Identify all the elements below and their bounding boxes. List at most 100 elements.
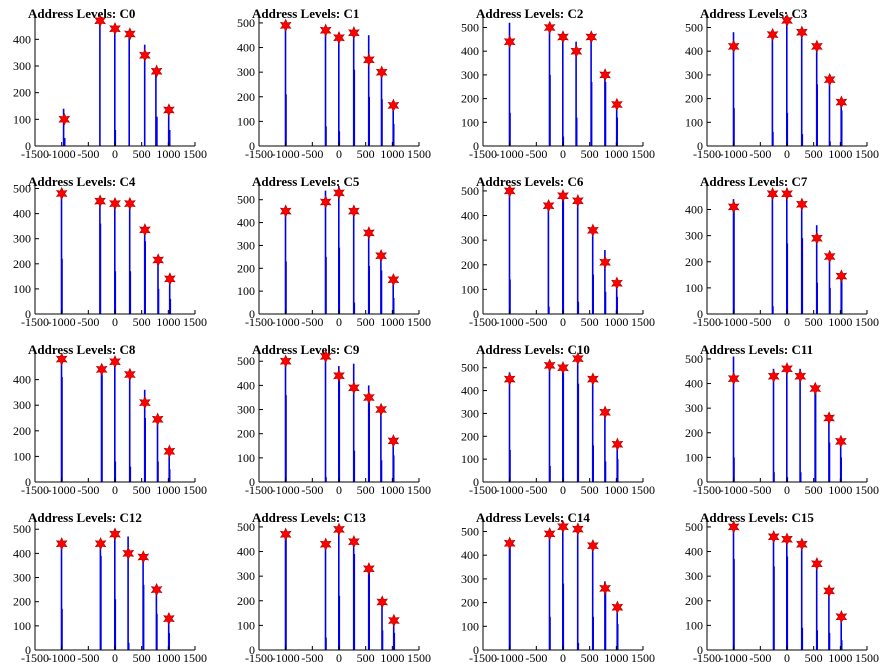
peak-star-marker <box>94 13 106 28</box>
x-tick-label: 0 <box>336 147 342 161</box>
histogram-bar <box>157 258 159 314</box>
x-tick-label: 1000 <box>380 483 404 497</box>
histogram-bar <box>129 466 132 482</box>
histogram-bar <box>509 450 511 482</box>
x-tick-label: 1000 <box>604 483 628 497</box>
x-tick-label: -1500 <box>693 483 721 497</box>
peak-star-marker <box>811 557 823 571</box>
panel-title: Address Levels: C9 <box>252 342 360 357</box>
histogram-bar <box>799 472 802 482</box>
histogram-bar <box>773 566 775 650</box>
y-tick-label: 200 <box>237 261 255 275</box>
histogram-plot: 0 100 200 300 400 500 -1500-1000 -500 0 500 1000 15… <box>13 182 207 329</box>
histogram-bar <box>63 138 66 146</box>
y-tick-label: 200 <box>461 258 479 272</box>
histogram-bar <box>353 302 356 314</box>
histogram-bar <box>168 130 171 146</box>
x-tick-label: 0 <box>560 483 566 497</box>
x-tick-label: -500 <box>525 651 547 665</box>
y-tick-label: 300 <box>13 398 31 412</box>
histogram-bar <box>325 256 327 314</box>
peak-star-marker <box>95 362 108 377</box>
histogram-bar <box>509 112 511 146</box>
x-tick-label: 0 <box>784 147 790 161</box>
histogram-bar <box>368 266 370 314</box>
histogram-bar <box>604 461 607 482</box>
x-tick-label: 500 <box>357 483 375 497</box>
x-tick-label: -1500 <box>693 315 721 329</box>
panel-title: Address Levels: C8 <box>28 342 136 357</box>
x-tick-label: 0 <box>112 147 118 161</box>
histogram-bar <box>60 541 63 650</box>
histogram-plot: 0 100 200 300 400 500 -1500-1000 -500 0 500 1000 15… <box>461 350 655 497</box>
y-tick-label: 100 <box>13 619 31 633</box>
histogram-bar <box>575 41 577 147</box>
histogram-bar <box>381 630 384 650</box>
histogram-bar <box>592 274 594 314</box>
peak-star-marker <box>572 194 584 208</box>
panel-title: Address Levels: C13 <box>252 510 366 525</box>
histogram-bar <box>325 477 327 482</box>
histogram-bar <box>772 131 774 146</box>
x-tick-label: 0 <box>336 315 342 329</box>
y-tick-label: 400 <box>685 377 703 391</box>
histogram-bar <box>733 457 735 482</box>
histogram-bar <box>733 206 735 314</box>
histogram-plot: 0 100 200 300 400 500 -1500-1000 -500 0 500 1000 15… <box>461 182 655 329</box>
histogram-bar <box>840 110 843 146</box>
histogram-bar <box>128 374 131 482</box>
peak-star-marker <box>363 53 375 67</box>
x-tick-label: 0 <box>336 651 342 665</box>
histogram-bar <box>508 372 511 482</box>
histogram-bar <box>616 117 618 146</box>
histogram-bar <box>591 379 594 482</box>
histogram-bar <box>604 250 606 314</box>
x-tick-label: -1000 <box>720 147 748 161</box>
peak-star-marker <box>599 68 611 82</box>
peak-star-marker <box>109 21 121 36</box>
y-tick-label: 100 <box>237 618 255 632</box>
y-tick-label: 400 <box>685 203 703 217</box>
x-tick-label: -1000 <box>720 315 748 329</box>
histogram-bar <box>325 637 327 650</box>
peak-star-marker <box>543 358 556 373</box>
peak-star-marker <box>124 367 136 382</box>
histogram-panel-c9: Address Levels: C9 0 100 200 300 400 500 -1500-… <box>224 336 448 504</box>
y-tick-label: 200 <box>13 424 31 438</box>
histogram-bar <box>144 418 146 482</box>
histogram-bar <box>786 556 789 650</box>
histogram-bar <box>548 306 550 314</box>
histogram-bar <box>144 241 146 314</box>
histogram-bar <box>156 613 158 650</box>
y-tick-label: 400 <box>13 546 31 560</box>
histogram-plot: 0 100 200 300 400 -1500-1000 -500 0 500 1000 1500 <box>13 13 207 161</box>
histogram-bar <box>324 30 327 146</box>
peak-star-marker <box>348 204 360 218</box>
histogram-bar <box>60 191 63 314</box>
y-tick-label: 400 <box>237 378 255 392</box>
y-tick-label: 100 <box>685 281 703 295</box>
x-tick-label: 1000 <box>828 651 852 665</box>
y-tick-label: 300 <box>461 572 479 586</box>
histogram-bar <box>828 632 831 650</box>
histogram-bar <box>393 632 396 650</box>
y-tick-label: 200 <box>237 594 255 608</box>
peak-star-marker <box>319 23 332 38</box>
peak-star-marker <box>333 522 345 537</box>
histogram-panel-c4: Address Levels: C4 0 100 200 300 400 500 -1500-… <box>0 168 224 336</box>
histogram-bar <box>733 108 735 146</box>
x-tick-label: 1500 <box>631 483 655 497</box>
histogram-bar <box>128 203 131 314</box>
x-tick-label: -1500 <box>21 483 49 497</box>
peak-star-marker <box>611 600 624 615</box>
x-tick-label: 1500 <box>183 483 207 497</box>
histogram-plot: 0 100 200 300 400 500 -1500-1000 -500 0 500 1000 15… <box>461 518 655 665</box>
peak-star-marker <box>503 184 516 198</box>
peak-star-marker <box>376 595 389 609</box>
histogram-bar <box>368 96 370 146</box>
histogram-panel-c10: Address Levels: C10 0 100 200 300 400 500 -1500… <box>448 336 672 504</box>
histogram-bar <box>99 20 101 147</box>
y-tick-label: 400 <box>461 384 479 398</box>
x-tick-label: -1000 <box>48 147 76 161</box>
